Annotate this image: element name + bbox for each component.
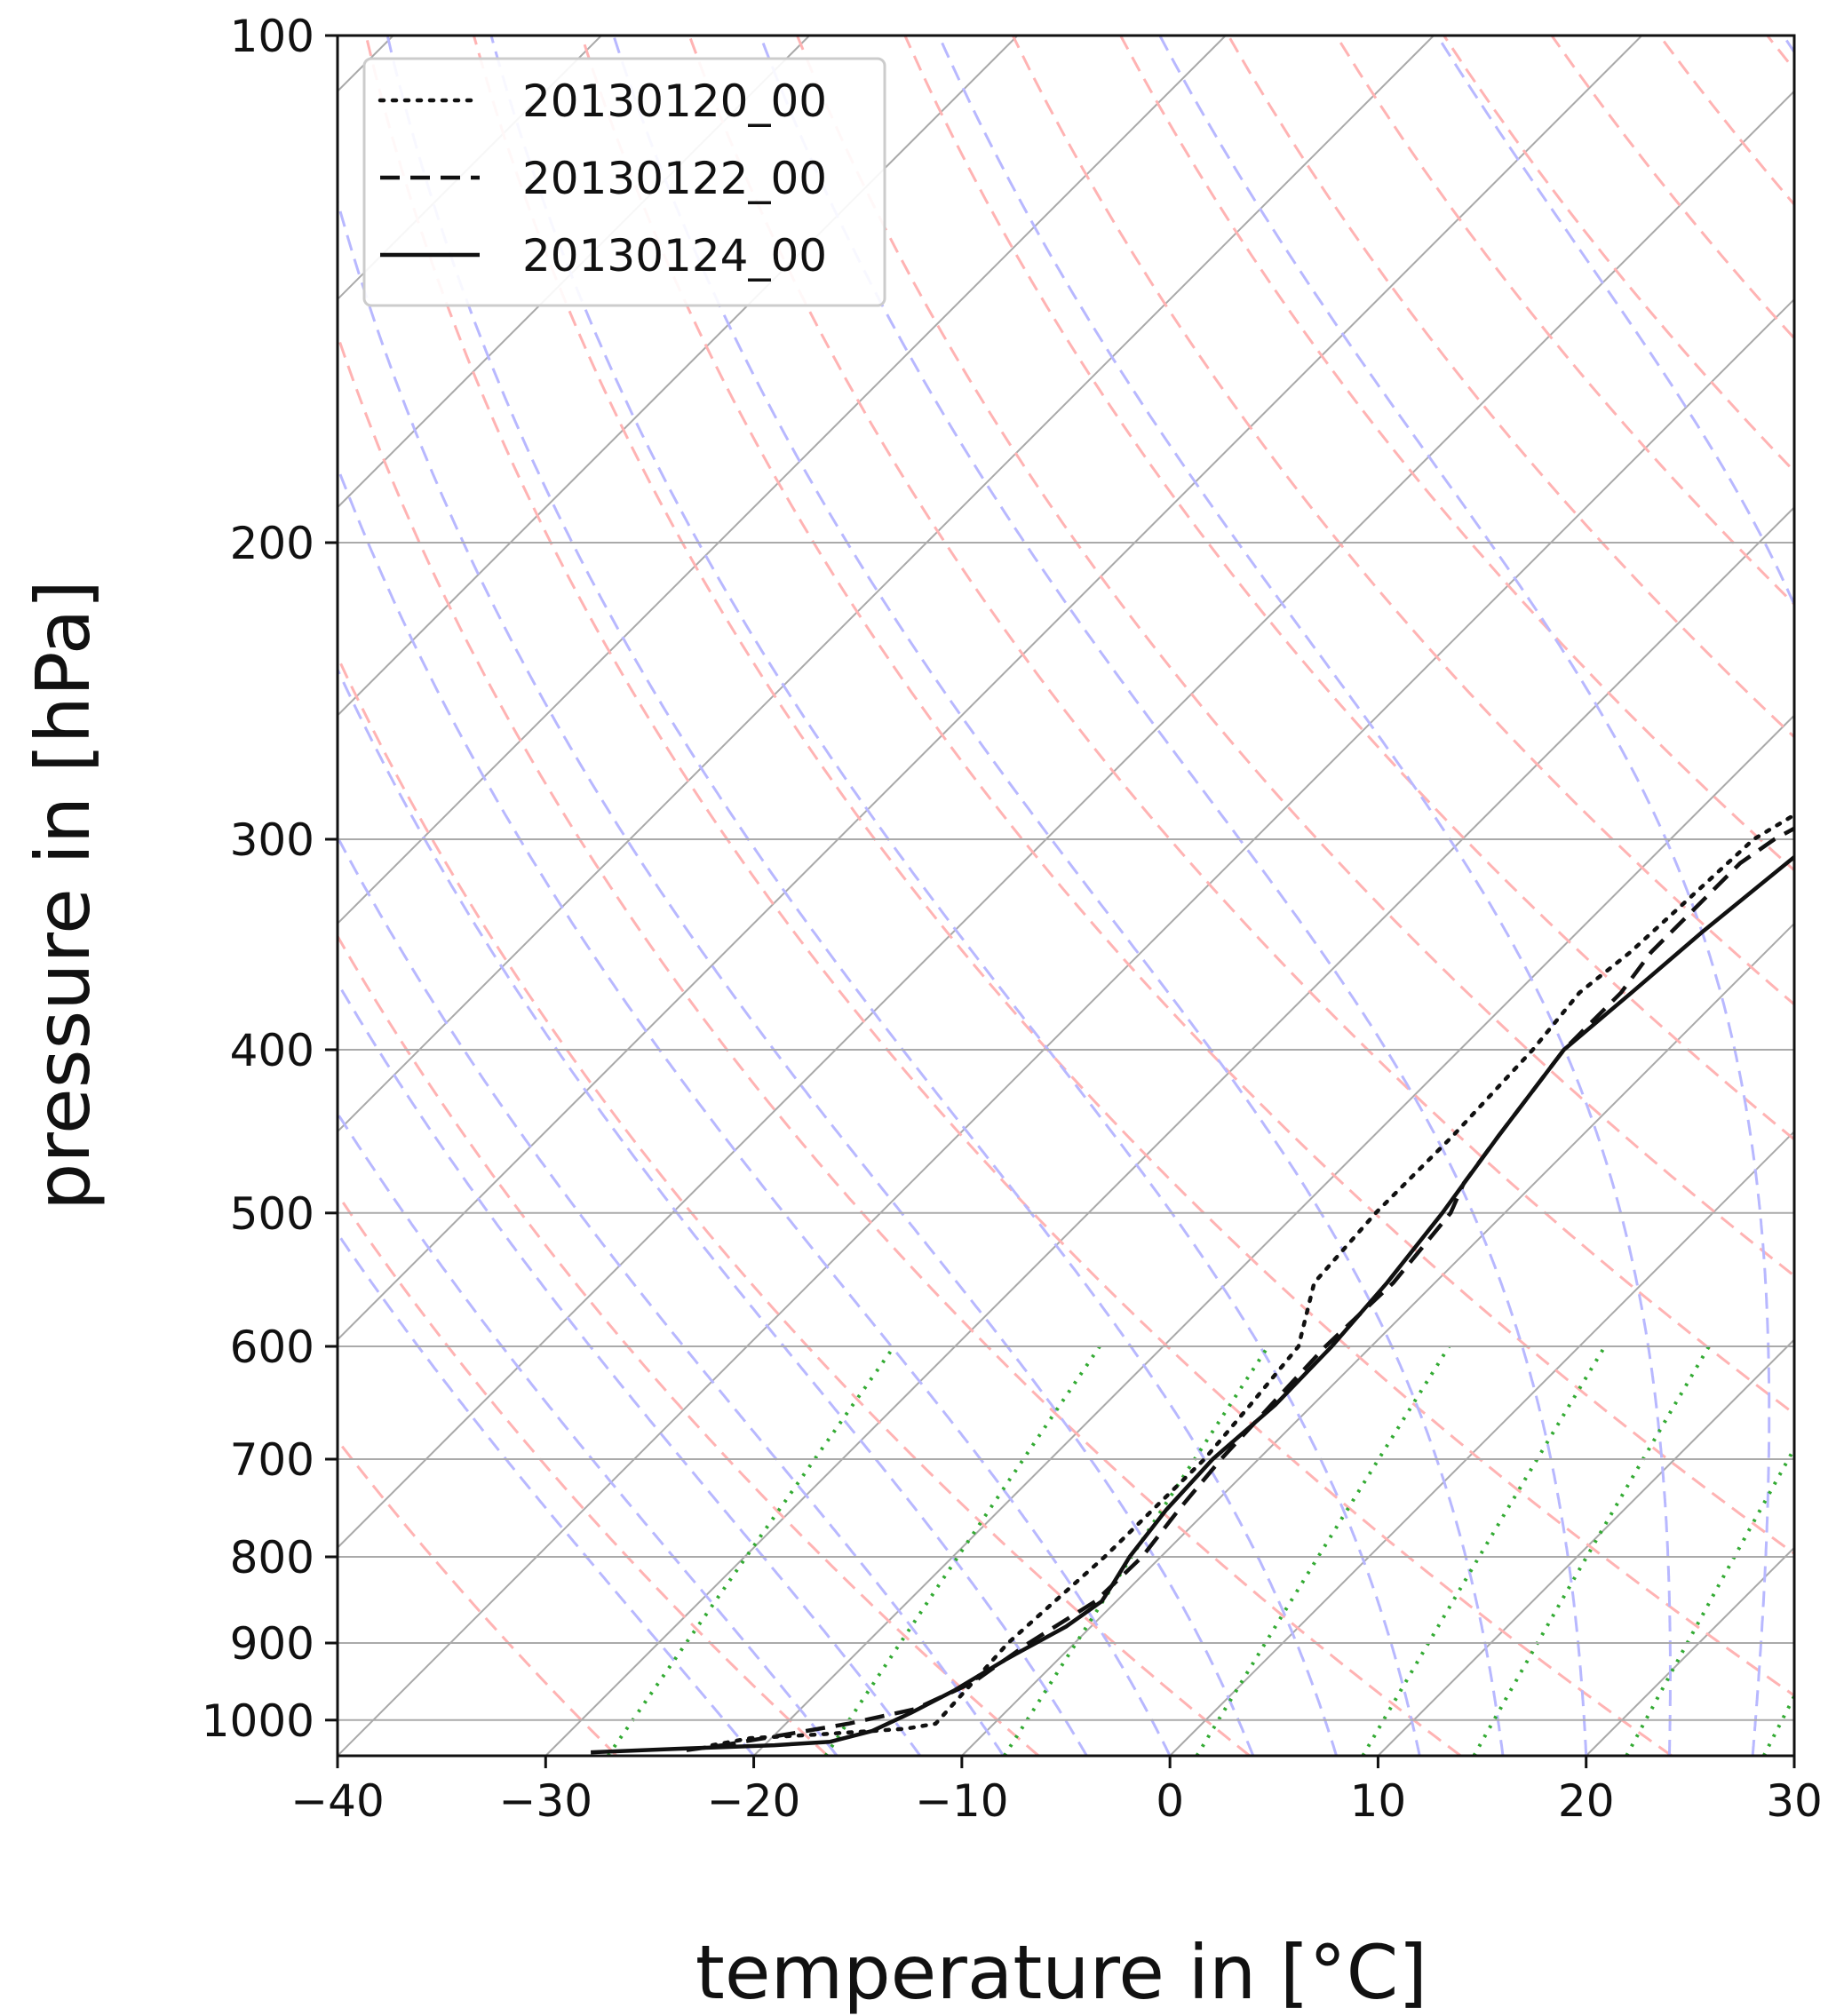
y-tick-label: 600 xyxy=(230,1322,314,1373)
mixing-ratio-line xyxy=(1361,1345,1607,1756)
profile-series xyxy=(591,813,1794,1755)
dry-adiabat-line xyxy=(338,933,1040,1756)
dry-adiabat-line xyxy=(580,36,1794,1556)
x-tick-label: 0 xyxy=(1156,1775,1184,1827)
isotherm-line xyxy=(961,922,1794,1756)
mixing-ratio-line xyxy=(606,1345,896,1756)
dry-adiabat-line xyxy=(1011,36,1794,1006)
y-tick-label: 900 xyxy=(230,1618,314,1670)
isotherm-line xyxy=(338,90,1794,1550)
legend: 20130120_00 20130122_00 20130124_00 xyxy=(362,57,886,307)
mixing-ratio-line xyxy=(1003,1345,1270,1756)
moist-adiabat-line xyxy=(489,36,1421,1756)
x-tick-label: −20 xyxy=(707,1775,801,1827)
isotherm-line xyxy=(338,36,1643,1341)
mixing-ratio-line xyxy=(1472,1345,1711,1756)
y-tick-label: 1000 xyxy=(202,1695,314,1747)
moist-adiabat-line xyxy=(338,464,1172,1756)
y-tick-label: 700 xyxy=(230,1434,314,1486)
x-axis-title: temperature in [°C] xyxy=(695,1929,1427,2016)
y-tick-label: 200 xyxy=(230,518,314,569)
isotherm-line xyxy=(1169,1130,1794,1756)
moist-adiabat-line xyxy=(338,834,1005,1756)
plot-background xyxy=(338,36,1794,1756)
x-tick-label: −40 xyxy=(290,1775,385,1827)
moist-adiabat-line xyxy=(385,36,1339,1756)
moist-adiabat-line xyxy=(338,1231,755,1756)
x-tick-label: −30 xyxy=(499,1775,593,1827)
legend-label: 20130120_00 xyxy=(522,75,827,127)
isotherm-line xyxy=(338,36,810,509)
x-tick-label: 10 xyxy=(1350,1775,1407,1827)
isotherm-line xyxy=(338,36,1227,925)
isotherm-line xyxy=(544,505,1794,1756)
dry-adiabat-line xyxy=(688,36,1794,1416)
moist-adiabat-line xyxy=(612,36,1505,1756)
plot-frame xyxy=(336,34,1796,1758)
moist-adiabat-line xyxy=(338,196,1255,1756)
mixing-ratio-line xyxy=(823,1345,1101,1756)
moist-adiabat-line xyxy=(338,980,922,1756)
isotherm-line xyxy=(338,298,1794,1756)
moist-adiabat-line xyxy=(338,1110,839,1756)
isotherm-line xyxy=(1377,1338,1794,1756)
series-line-20130120_00 xyxy=(710,813,1794,1748)
legend-box xyxy=(362,57,886,307)
y-tick-label: 400 xyxy=(230,1025,314,1076)
isotherm-line xyxy=(1793,1754,1794,1756)
axis-ticks: −40 −30 −20 −10 0 10 20 30 1000 900 800 700 600 500 40… xyxy=(202,11,1823,1827)
x-tick-label: 20 xyxy=(1558,1775,1615,1827)
moist-adiabat-line xyxy=(759,36,1588,1756)
isotherm-line xyxy=(338,36,1435,1133)
y-tick-label: 100 xyxy=(230,11,314,62)
moist-adiabat-line xyxy=(1158,36,1771,1756)
dry-adiabat-line xyxy=(364,36,1673,1756)
isotherm-line xyxy=(338,36,1019,717)
dry-adiabat-line xyxy=(472,36,1794,1697)
legend-label: 20130124_00 xyxy=(522,230,827,282)
y-axis-title: pressure in [hPa] xyxy=(20,580,107,1210)
y-tick-label: 800 xyxy=(230,1532,314,1583)
legend-label: 20130122_00 xyxy=(522,153,827,204)
dry-adiabat-line xyxy=(338,653,1251,1756)
dry-adiabat-line xyxy=(1119,36,1794,872)
background-lines xyxy=(338,36,1794,1756)
dry-adiabat-line xyxy=(338,331,1462,1756)
series-line-20130124_00 xyxy=(591,854,1794,1755)
moist-adiabat-line xyxy=(338,666,1088,1756)
dry-adiabat-line xyxy=(338,1192,829,1756)
x-tick-label: −10 xyxy=(915,1775,1009,1827)
y-tick-label: 300 xyxy=(230,814,314,866)
isotherm-line xyxy=(752,714,1794,1756)
x-tick-label: 30 xyxy=(1766,1775,1823,1827)
y-tick-label: 500 xyxy=(230,1188,314,1240)
